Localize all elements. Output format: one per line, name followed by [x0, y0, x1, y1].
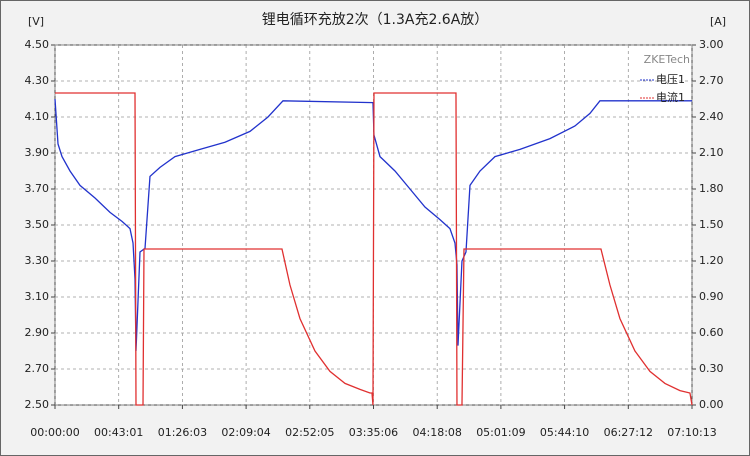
y2-tick-label: 2.40 [699, 110, 724, 123]
x-tick-label: 00:43:01 [94, 426, 143, 439]
legend-label: 电压1 [656, 73, 685, 86]
y2-tick-label: 1.50 [699, 218, 724, 231]
y-tick-label: 4.10 [25, 110, 50, 123]
y-tick-label: 2.50 [25, 398, 50, 411]
y2-tick-label: 2.10 [699, 146, 724, 159]
y-axis-label: [V] [28, 15, 44, 28]
y-tick-label: 3.70 [25, 182, 50, 195]
x-tick-label: 05:01:09 [476, 426, 525, 439]
y2-tick-label: 1.80 [699, 182, 724, 195]
series-line [55, 92, 693, 406]
legend-title: ZKETech [644, 53, 690, 66]
y2-tick-label: 3.00 [699, 38, 724, 51]
x-tick-label: 00:00:00 [30, 426, 79, 439]
y-tick-label: 3.90 [25, 146, 50, 159]
y2-axis-label: [A] [710, 15, 726, 28]
y2-tick-label: 0.60 [699, 326, 724, 339]
y2-tick-label: 0.90 [699, 290, 724, 303]
y2-tick-label: 0.30 [699, 362, 724, 375]
y2-tick-label: 0.00 [699, 398, 724, 411]
x-tick-label: 01:26:03 [158, 426, 207, 439]
x-tick-label: 02:09:04 [221, 426, 270, 439]
y2-tick-label: 2.70 [699, 74, 724, 87]
y-tick-label: 3.30 [25, 254, 50, 267]
legend-label: 电流1 [656, 90, 685, 104]
x-tick-label: 05:44:10 [540, 426, 589, 439]
x-tick-label: 04:18:08 [413, 426, 462, 439]
chart-title: 锂电循环充放2次（1.3A充2.6A放） [262, 12, 489, 28]
y-tick-label: 2.70 [25, 362, 50, 375]
y-tick-label: 3.50 [25, 218, 50, 231]
x-tick-label: 02:52:05 [285, 426, 334, 439]
y-tick-label: 3.10 [25, 290, 50, 303]
y2-tick-label: 1.20 [699, 254, 724, 267]
y-tick-label: 4.30 [25, 74, 50, 87]
y-tick-label: 4.50 [25, 38, 50, 51]
y-tick-label: 2.90 [25, 326, 50, 339]
x-tick-label: 06:27:12 [604, 426, 653, 439]
series-line [54, 98, 692, 352]
x-tick-label: 03:35:06 [349, 426, 398, 439]
x-tick-label: 07:10:13 [667, 426, 716, 439]
